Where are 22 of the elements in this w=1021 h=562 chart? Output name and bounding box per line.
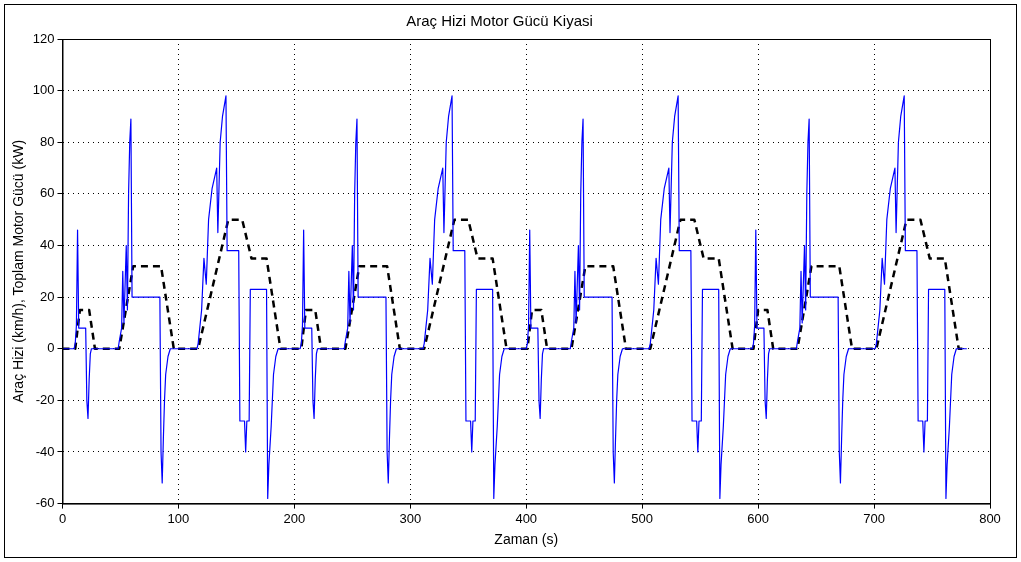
y-tick-label: 0 xyxy=(47,340,55,356)
x-tick-label: 300 xyxy=(399,510,422,526)
x-axis-title: Zaman (s) xyxy=(494,531,559,548)
y-tick-label: -60 xyxy=(35,495,55,511)
x-tick-label: 100 xyxy=(167,510,190,526)
x-tick-label: 400 xyxy=(515,510,538,526)
y-tick-label: -20 xyxy=(35,391,55,407)
y-tick-label: 80 xyxy=(40,133,55,149)
y-tick-label: 120 xyxy=(32,30,55,46)
x-tick-label: 800 xyxy=(979,510,1001,526)
y-tick-label: 20 xyxy=(40,288,55,304)
y-tick-label: -40 xyxy=(35,443,55,459)
y-tick-label: 40 xyxy=(40,237,55,253)
x-tick-label: 500 xyxy=(631,510,654,526)
x-tick-label: 600 xyxy=(747,510,769,526)
x-tick-label: 200 xyxy=(283,510,306,526)
x-tick-label: 0 xyxy=(58,510,67,526)
y-axis-title: Araç Hizi (km/h), Toplam Motor Gücü (kW) xyxy=(10,139,27,403)
y-tick-label: 60 xyxy=(40,185,55,201)
chart-title: Araç Hizi Motor Gücü Kiyasi xyxy=(406,12,593,30)
y-tick-label: 100 xyxy=(32,82,55,98)
x-tick-label: 700 xyxy=(863,510,885,526)
